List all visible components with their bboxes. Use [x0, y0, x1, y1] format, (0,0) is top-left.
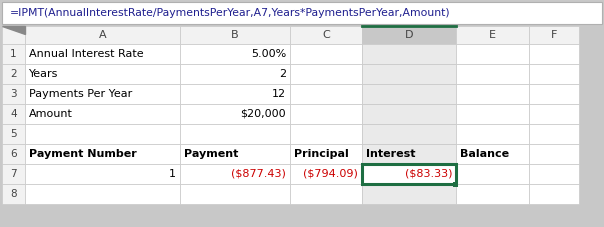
Text: E: E: [489, 30, 496, 40]
Text: Annual Interest Rate: Annual Interest Rate: [29, 49, 144, 59]
Bar: [362, 44, 456, 64]
Bar: [362, 164, 456, 184]
Text: Interest: Interest: [366, 149, 416, 159]
Bar: [290, 124, 362, 144]
Bar: [180, 164, 290, 184]
Bar: [290, 26, 362, 44]
Bar: [180, 124, 290, 144]
Bar: [362, 104, 456, 124]
Bar: [2, 26, 25, 44]
Bar: [180, 44, 290, 64]
Bar: [25, 44, 180, 64]
Bar: [290, 104, 362, 124]
Bar: [25, 144, 180, 164]
Bar: [180, 144, 290, 164]
Text: 8: 8: [10, 189, 17, 199]
Text: Payment Number: Payment Number: [29, 149, 137, 159]
Text: Years: Years: [29, 69, 59, 79]
Bar: [456, 164, 529, 184]
Text: 7: 7: [10, 169, 17, 179]
Text: B: B: [231, 30, 239, 40]
Bar: [2, 64, 25, 84]
Bar: [25, 184, 180, 204]
Text: 5: 5: [10, 129, 17, 139]
Text: $20,000: $20,000: [240, 109, 286, 119]
Text: Balance: Balance: [460, 149, 509, 159]
Bar: [180, 64, 290, 84]
Bar: [290, 64, 362, 84]
Bar: [456, 26, 529, 44]
Bar: [25, 104, 180, 124]
Text: 2: 2: [279, 69, 286, 79]
Bar: [362, 64, 456, 84]
Text: ($877.43): ($877.43): [231, 169, 286, 179]
Bar: [529, 144, 579, 164]
Text: 6: 6: [10, 149, 17, 159]
Bar: [2, 124, 25, 144]
Text: =IPMT(AnnualInterestRate/PaymentsPerYear,A7,Years*PaymentsPerYear,Amount): =IPMT(AnnualInterestRate/PaymentsPerYear…: [10, 8, 451, 18]
Bar: [25, 64, 180, 84]
Bar: [2, 104, 25, 124]
Bar: [529, 64, 579, 84]
Text: 2: 2: [10, 69, 17, 79]
Bar: [362, 144, 456, 164]
Bar: [25, 84, 180, 104]
Bar: [456, 44, 529, 64]
Text: Payment: Payment: [184, 149, 239, 159]
Text: 3: 3: [10, 89, 17, 99]
Bar: [2, 44, 25, 64]
Bar: [529, 184, 579, 204]
Bar: [2, 184, 25, 204]
Bar: [2, 84, 25, 104]
Bar: [2, 164, 25, 184]
Text: 12: 12: [272, 89, 286, 99]
Bar: [456, 64, 529, 84]
Bar: [2, 2, 602, 24]
Bar: [529, 164, 579, 184]
Bar: [362, 124, 456, 144]
Bar: [529, 124, 579, 144]
Bar: [290, 184, 362, 204]
Bar: [362, 26, 456, 44]
Bar: [290, 164, 362, 184]
Bar: [2, 144, 25, 164]
Bar: [456, 184, 529, 204]
Bar: [453, 182, 458, 187]
Bar: [362, 184, 456, 204]
Bar: [456, 84, 529, 104]
Bar: [362, 164, 456, 184]
Bar: [25, 124, 180, 144]
Bar: [290, 44, 362, 64]
Text: C: C: [322, 30, 330, 40]
Text: Amount: Amount: [29, 109, 73, 119]
Text: F: F: [551, 30, 557, 40]
Polygon shape: [2, 26, 25, 34]
Text: A: A: [98, 30, 106, 40]
Bar: [456, 144, 529, 164]
Text: 4: 4: [10, 109, 17, 119]
Text: 1: 1: [169, 169, 176, 179]
Bar: [290, 144, 362, 164]
Text: D: D: [405, 30, 413, 40]
Text: ($794.09): ($794.09): [303, 169, 358, 179]
Bar: [529, 26, 579, 44]
Bar: [456, 124, 529, 144]
Bar: [529, 104, 579, 124]
Bar: [529, 44, 579, 64]
Bar: [456, 104, 529, 124]
Text: Principal: Principal: [294, 149, 349, 159]
Bar: [529, 84, 579, 104]
Bar: [362, 84, 456, 104]
Bar: [180, 104, 290, 124]
Text: 1: 1: [10, 49, 17, 59]
Bar: [180, 84, 290, 104]
Bar: [180, 184, 290, 204]
Text: ($83.33): ($83.33): [405, 169, 452, 179]
Bar: [25, 164, 180, 184]
Bar: [180, 26, 290, 44]
Text: Payments Per Year: Payments Per Year: [29, 89, 132, 99]
Bar: [25, 26, 180, 44]
Bar: [290, 84, 362, 104]
Text: 5.00%: 5.00%: [251, 49, 286, 59]
